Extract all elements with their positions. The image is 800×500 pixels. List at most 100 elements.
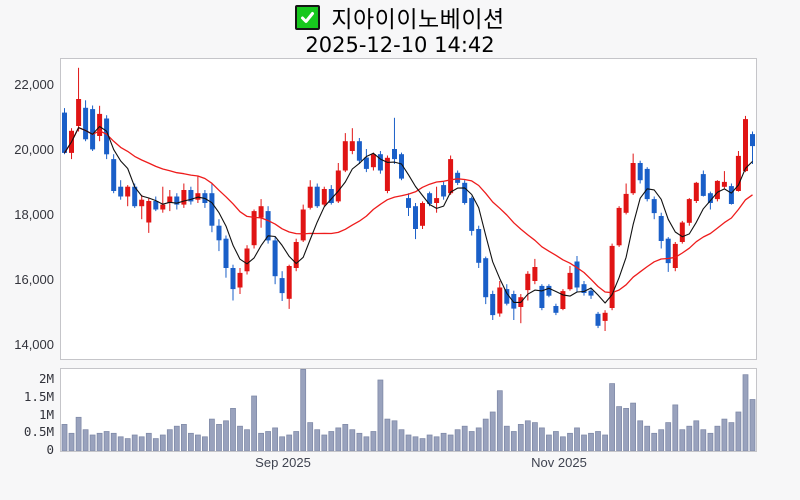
- candle-body: [167, 196, 173, 203]
- volume-bar: [286, 434, 293, 451]
- candle-body: [672, 243, 678, 268]
- volume-bar: [510, 431, 517, 451]
- candle-body: [132, 186, 138, 207]
- volume-bar: [96, 432, 103, 451]
- volume-bar: [181, 424, 187, 451]
- candle-body: [90, 109, 96, 150]
- candle-body: [251, 211, 257, 246]
- candle-body: [574, 261, 580, 288]
- candle-body: [244, 248, 250, 272]
- candle-body: [728, 186, 734, 204]
- volume-bar: [244, 429, 250, 451]
- candle-body: [392, 149, 397, 160]
- candle-body: [532, 267, 538, 281]
- volume-bar: [377, 379, 384, 451]
- volume-bar: [447, 434, 454, 451]
- candle-body: [735, 155, 741, 191]
- volume-bar: [749, 399, 756, 451]
- volume-bar: [700, 429, 707, 451]
- candle-body: [342, 141, 348, 171]
- candle-body: [188, 190, 194, 202]
- candle-body: [160, 204, 166, 210]
- volume-bar: [61, 424, 68, 451]
- candle-body: [195, 193, 201, 200]
- candle-body: [679, 222, 685, 242]
- candle-body: [637, 163, 643, 181]
- candle-body: [286, 266, 292, 299]
- candle-body: [139, 199, 145, 207]
- volume-bar: [574, 427, 580, 451]
- volume-bar: [658, 429, 665, 451]
- volume-bar: [300, 369, 307, 451]
- candle-body: [525, 273, 531, 291]
- candle-body: [420, 203, 425, 226]
- volume-bar: [588, 432, 594, 451]
- candle-body: [644, 168, 650, 200]
- volume-tick-label: 0.5M: [23, 424, 54, 439]
- chart-timestamp: 2025-12-10 14:42: [305, 33, 495, 57]
- volume-bar: [532, 422, 538, 451]
- volume-tick-label: 2M: [38, 371, 54, 386]
- page-title: 지아이이노베이션: [331, 7, 505, 33]
- candle-body: [377, 154, 383, 171]
- checked-checkbox-icon[interactable]: [295, 4, 321, 30]
- volume-bar: [665, 422, 672, 451]
- volume-bar: [482, 418, 489, 451]
- candle-body: [104, 118, 110, 155]
- volume-bar: [419, 438, 426, 451]
- volume-bar: [159, 434, 166, 451]
- candle-body: [111, 159, 117, 191]
- month-label: Sep 2025: [255, 455, 311, 470]
- volume-bar: [110, 432, 117, 451]
- candle-body: [686, 199, 692, 223]
- candle-body: [125, 186, 131, 197]
- volume-bar: [279, 436, 285, 451]
- candle-body: [174, 196, 180, 205]
- candle-body: [665, 238, 671, 264]
- candle-body: [750, 134, 755, 147]
- volume-bar: [89, 434, 96, 451]
- ma-line-ma5: [64, 125, 753, 304]
- candle-body: [349, 141, 355, 151]
- volume-bar: [644, 425, 651, 451]
- candle-body: [539, 285, 545, 308]
- candle-body: [307, 186, 313, 208]
- volume-bar: [524, 420, 531, 451]
- volume-bar: [314, 429, 321, 451]
- volume-bar: [195, 434, 201, 451]
- volume-bar: [602, 434, 608, 451]
- volume-bar: [138, 436, 145, 451]
- volume-bar: [363, 436, 370, 451]
- volume-bar: [237, 425, 243, 451]
- volume-bar: [384, 418, 391, 451]
- volume-bar: [468, 431, 475, 451]
- candle-body: [567, 272, 573, 290]
- candle-body: [588, 290, 594, 296]
- checkmark-icon: [301, 11, 315, 23]
- volume-bar: [405, 434, 412, 451]
- volume-bar: [216, 424, 222, 451]
- candle-body: [462, 182, 468, 203]
- candle-body: [153, 201, 159, 210]
- volume-bar: [567, 432, 573, 451]
- volume-bar: [539, 427, 545, 451]
- candle-body: [504, 289, 510, 304]
- candle-body: [434, 198, 440, 203]
- candle-body: [279, 278, 285, 294]
- price-tick-label: 20,000: [14, 142, 54, 157]
- candle-body: [483, 258, 489, 298]
- volume-bar: [623, 408, 629, 451]
- volume-bar: [223, 420, 229, 451]
- volume-bar: [265, 431, 271, 451]
- candle-body: [399, 154, 404, 179]
- volume-bar: [124, 438, 131, 451]
- candle-body: [623, 193, 629, 213]
- volume-bar: [251, 395, 257, 451]
- candle-body: [216, 225, 222, 241]
- candle-body: [76, 99, 82, 126]
- volume-bar: [679, 429, 686, 451]
- volume-bar: [742, 374, 749, 451]
- volume-bar: [398, 429, 405, 451]
- volume-bar: [721, 418, 728, 451]
